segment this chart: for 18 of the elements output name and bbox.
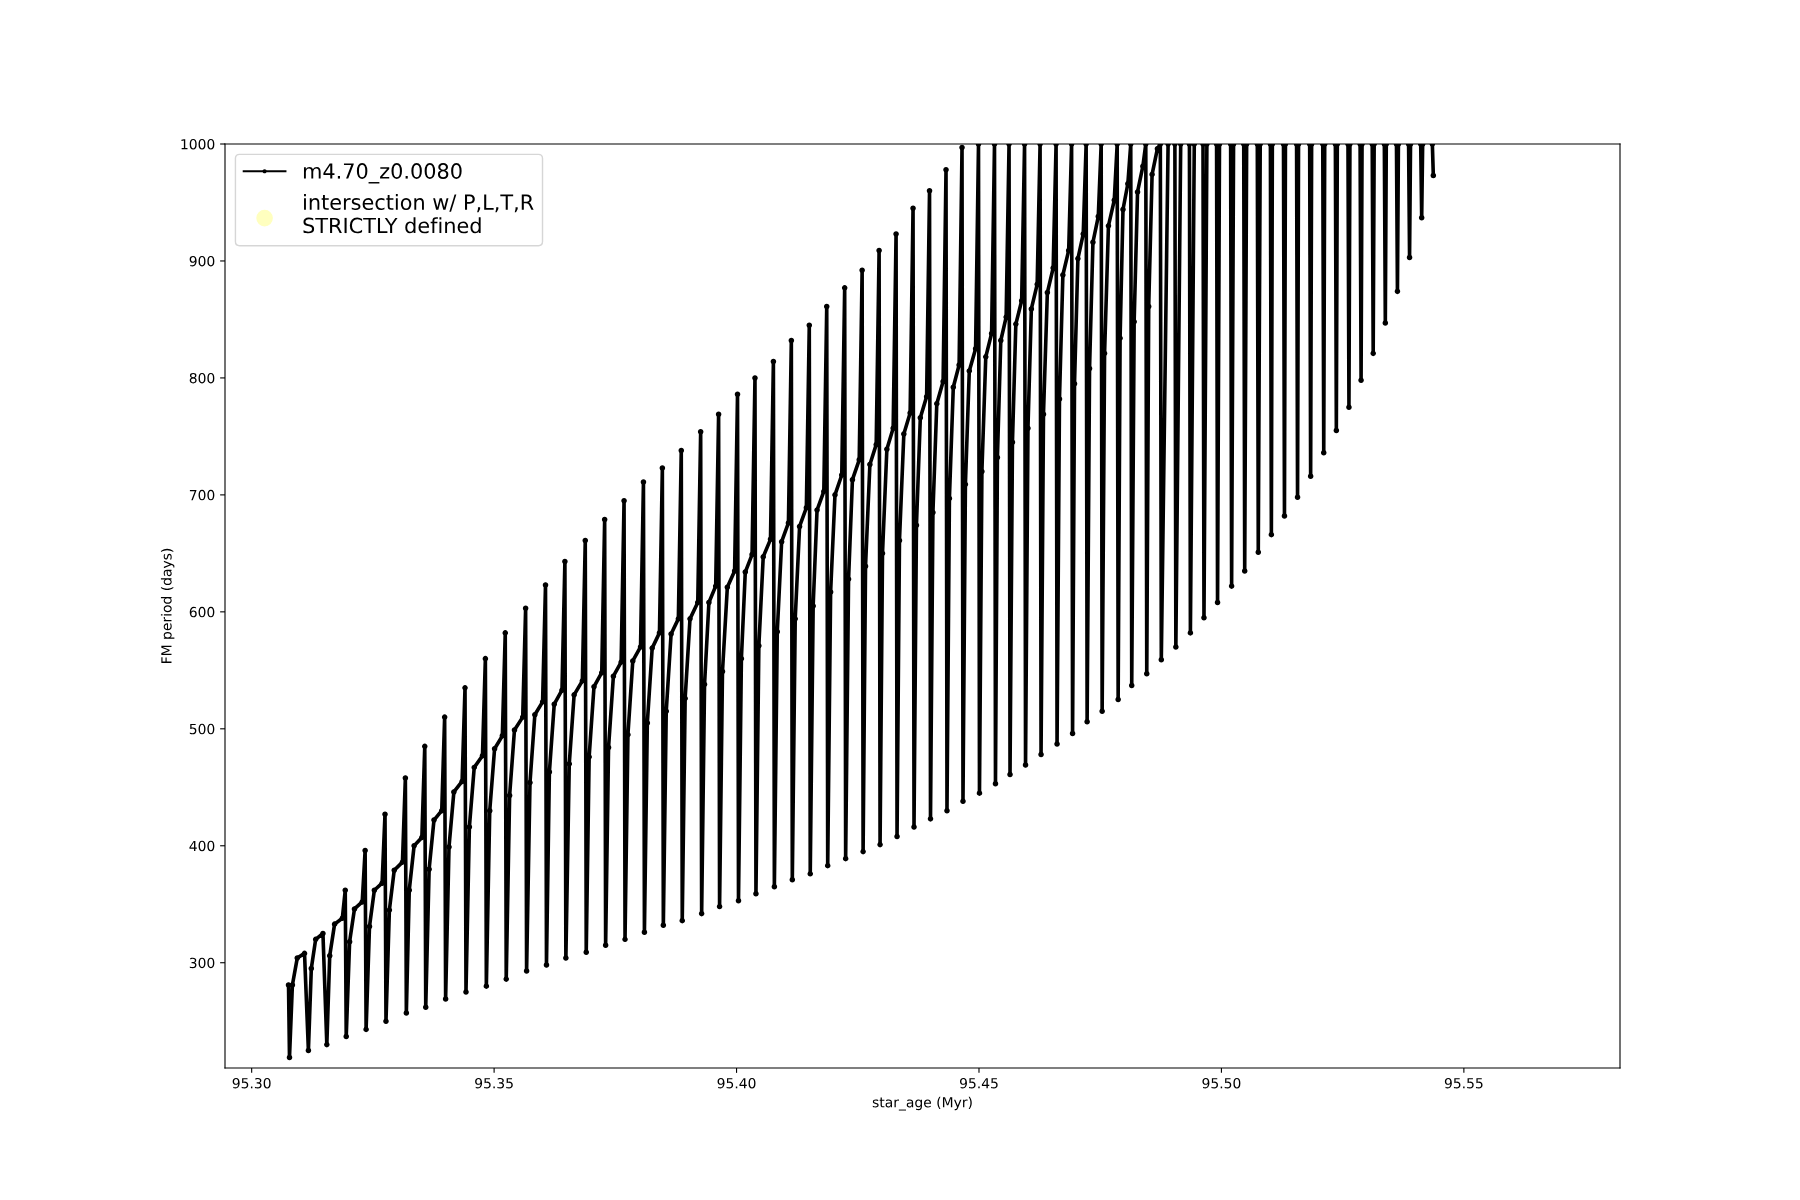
y-tick-label: 900 <box>189 255 215 267</box>
x-tick-label: 95.30 <box>232 1077 271 1089</box>
x-tick-label: 95.45 <box>959 1077 998 1089</box>
y-tick-label: 500 <box>189 723 215 735</box>
legend-label: intersection w/ P,L,T,R STRICTLY defined <box>303 193 534 234</box>
y-tick-label: 700 <box>189 489 215 501</box>
y-tick-label: 1000 <box>181 138 215 150</box>
x-axis-title: star_age (Myr) <box>872 1096 972 1111</box>
x-tick-label: 95.55 <box>1444 1077 1483 1089</box>
y-tick-label: 600 <box>189 606 215 618</box>
x-tick-label: 95.40 <box>717 1077 756 1089</box>
x-tick-label: 95.35 <box>475 1077 513 1089</box>
y-tick-label: 300 <box>189 957 215 969</box>
x-tick-label: 95.50 <box>1202 1077 1241 1089</box>
y-tick-label: 400 <box>189 840 215 852</box>
y-tick-label: 800 <box>189 372 215 384</box>
y-axis-title: FM period (days) <box>160 548 175 663</box>
legend-label: m4.70_z0.0080 <box>303 163 462 184</box>
